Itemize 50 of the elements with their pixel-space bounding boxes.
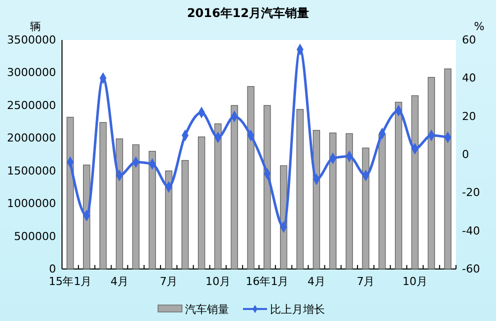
bar [329, 132, 336, 270]
bar [411, 95, 419, 270]
x-tick-label: 16年1月 [246, 274, 289, 288]
y2-tick-label: 60 [462, 34, 476, 47]
bar [346, 133, 353, 270]
y2-tick-label: 40 [462, 72, 476, 85]
bar [66, 116, 74, 270]
y2-tick-label: -40 [462, 224, 480, 238]
y2-axis-title: % [474, 20, 484, 33]
bar [378, 134, 386, 270]
y-tick-label: 1500000 [7, 164, 56, 178]
x-tick-label: 10月 [402, 274, 428, 288]
bar [247, 86, 254, 270]
bar [394, 102, 402, 270]
bar [182, 160, 189, 270]
y-tick-label: 2500000 [7, 98, 56, 112]
legend-label: 汽车销量 [185, 303, 229, 316]
y-tick-label: 3000000 [7, 66, 56, 80]
bar [214, 123, 222, 270]
bar [99, 122, 107, 270]
legend-label: 比上月增长 [270, 303, 325, 316]
bar [312, 130, 320, 270]
bar [362, 148, 370, 270]
chart-title: 2016年12月汽车销量 [186, 6, 310, 20]
bar [165, 170, 172, 270]
y-tick-label: 3500000 [7, 34, 56, 47]
y-axis-title: 辆 [30, 20, 41, 33]
x-tick-label: 15年1月 [48, 274, 92, 288]
bar [444, 68, 452, 270]
x-tick-label: 10月 [205, 274, 230, 288]
bar [132, 144, 140, 270]
x-tick-label: 4月 [110, 274, 128, 288]
bar [264, 105, 271, 270]
y-tick-label: 0 [49, 262, 56, 276]
y2-tick-label: -60 [462, 262, 480, 276]
x-tick-label: 4月 [307, 274, 326, 288]
x-tick-label: 7月 [160, 274, 178, 288]
y-tick-label: 2000000 [7, 132, 56, 145]
y2-tick-label: 0 [462, 148, 469, 162]
bar [198, 136, 206, 270]
y2-tick-label: 20 [462, 110, 476, 123]
bar [116, 138, 124, 270]
y2-tick-label: -20 [462, 186, 480, 200]
bar [230, 105, 238, 270]
bar [428, 76, 435, 270]
bar [296, 109, 304, 270]
y-tick-label: 1000000 [7, 197, 56, 210]
y-tick-label: 500000 [14, 230, 56, 243]
x-tick-label: 7月 [356, 274, 375, 288]
bar [148, 150, 156, 270]
